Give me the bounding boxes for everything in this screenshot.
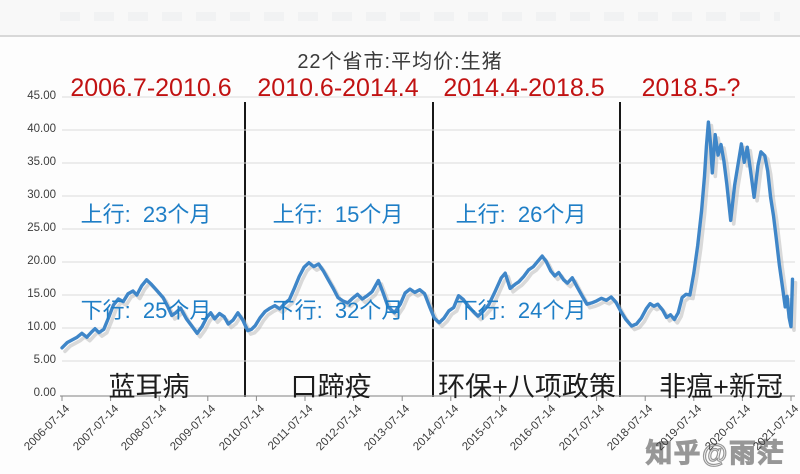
- x-axis-label-text: 2014-07-14: [411, 403, 462, 454]
- y-axis-label: 30.00: [27, 189, 56, 201]
- y-axis-label: 25.00: [27, 222, 56, 234]
- x-axis-label-text: 2017-07-14: [556, 403, 608, 454]
- period-range-3: 2014.4-2018.5: [443, 74, 605, 102]
- period-divider-1: [244, 102, 246, 397]
- x-axis-label-text: 2009-07-14: [168, 403, 219, 454]
- period-event-1: 蓝耳病: [108, 372, 190, 402]
- chart-title: 22个省市:平均价:生猪: [297, 51, 503, 73]
- down-months-label: 下行: 32个月: [272, 298, 404, 323]
- cycle-months-2: 上行: 15个月 下行: 32个月: [273, 135, 404, 391]
- period-event-3: 环保+八项政策: [438, 372, 616, 402]
- y-axis-label: 20.00: [27, 255, 56, 267]
- x-axis-label-text: 2006-07-14: [22, 403, 73, 454]
- x-axis-label-text: 2007-07-14: [70, 403, 122, 454]
- cycle-months-1: 上行: 23个月 下行: 25个月: [81, 135, 212, 391]
- period-range-4: 2018.5-?: [641, 74, 741, 102]
- x-axis-label-text: 2011-07-14: [265, 403, 316, 453]
- period-divider-3: [619, 102, 621, 397]
- y-axis-label: 0.00: [33, 387, 56, 399]
- period-event-2: 口蹄疫: [290, 372, 372, 402]
- x-axis-label-text: 2016-07-14: [508, 403, 559, 454]
- y-axis-label: 35.00: [27, 156, 56, 168]
- x-axis-label-text: 2012-07-14: [313, 403, 365, 454]
- cycle-months-3: 上行: 26个月 下行: 24个月: [456, 135, 587, 391]
- down-months-label: 下行: 24个月: [455, 298, 587, 323]
- down-months-label: 下行: 25个月: [80, 298, 212, 323]
- y-axis-label: 45.00: [27, 90, 56, 102]
- y-axis-label: 10.00: [27, 321, 56, 333]
- period-divider-2: [432, 102, 434, 397]
- x-axis-label-text: 2013-07-14: [362, 403, 413, 454]
- period-range-2: 2010.6-2014.4: [257, 74, 419, 102]
- y-axis-label: 5.00: [33, 354, 56, 366]
- x-axis-label-text: 2010-07-14: [216, 403, 267, 454]
- x-axis-label-text: 2008-07-14: [119, 403, 170, 454]
- x-axis-label-text: 2015-07-14: [459, 403, 510, 454]
- period-range-1: 2006.7-2010.6: [70, 74, 232, 102]
- y-axis-label: 15.00: [27, 288, 56, 300]
- period-event-4: 非瘟+新冠: [659, 372, 783, 402]
- up-months-label: 上行: 15个月: [272, 202, 404, 227]
- cropped-top-strip: [0, 0, 800, 37]
- up-months-label: 上行: 23个月: [80, 202, 212, 227]
- zhihu-watermark: 知乎@雨茫: [645, 437, 786, 468]
- up-months-label: 上行: 26个月: [455, 202, 587, 227]
- y-axis-label: 40.00: [27, 123, 56, 135]
